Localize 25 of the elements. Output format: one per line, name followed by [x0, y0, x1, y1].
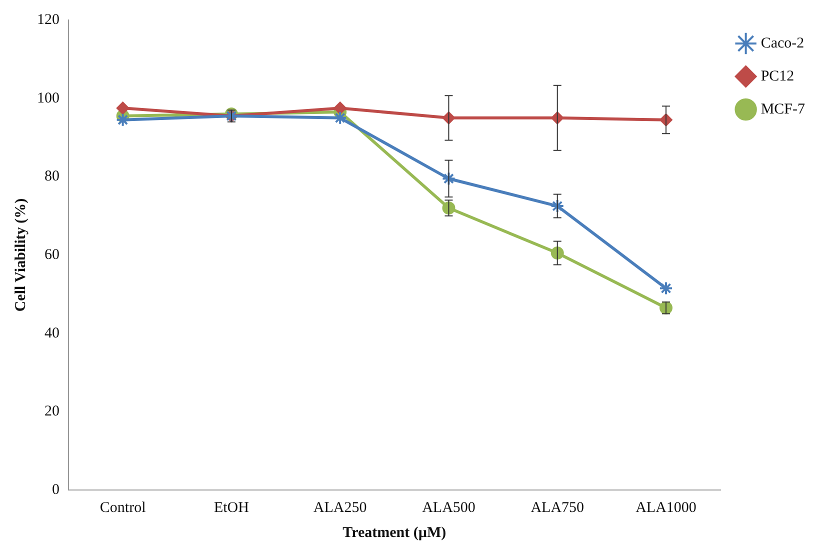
x-tick-label: ALA1000 [636, 500, 696, 516]
point [442, 172, 456, 186]
y-axis-title: Cell Viability (%) [12, 198, 29, 312]
legend-label: MCF-7 [760, 101, 806, 118]
y-tick-label: 100 [37, 90, 60, 106]
x-tick-label: ALA500 [422, 500, 476, 516]
legend-label: PC12 [760, 68, 794, 84]
y-tick-label: 120 [37, 12, 60, 28]
x-axis-title: Treatment (µM) [342, 524, 446, 541]
point [334, 102, 347, 115]
point [659, 281, 673, 296]
point [116, 112, 130, 127]
point [333, 110, 348, 125]
y-tick-label: 0 [52, 482, 60, 498]
y-tick-label: 40 [44, 325, 60, 342]
x-tick-label: ALA250 [313, 500, 367, 516]
point [116, 102, 130, 115]
x-tick-label: EtOH [214, 500, 250, 516]
y-tick-label: 60 [44, 246, 60, 263]
x-tick-label: Control [100, 500, 146, 516]
y-tick-label: 80 [44, 168, 60, 185]
legend-label: Caco-2 [760, 35, 804, 52]
point [550, 199, 564, 214]
y-tick-label: 20 [44, 404, 60, 420]
x-tick-label: ALA750 [530, 500, 584, 516]
